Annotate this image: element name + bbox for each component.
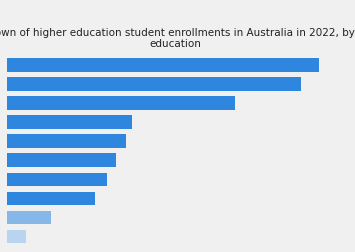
Bar <box>7 173 107 186</box>
Bar <box>7 135 126 148</box>
Bar <box>7 78 301 92</box>
Bar <box>7 97 235 111</box>
Title: Breakdown of higher education student enrollments in Australia in 2022, by field: Breakdown of higher education student en… <box>0 28 355 49</box>
Bar <box>7 154 116 168</box>
Bar <box>7 59 320 73</box>
Bar <box>7 211 51 224</box>
Bar <box>7 192 94 205</box>
Bar <box>7 230 26 243</box>
Bar <box>7 116 132 130</box>
